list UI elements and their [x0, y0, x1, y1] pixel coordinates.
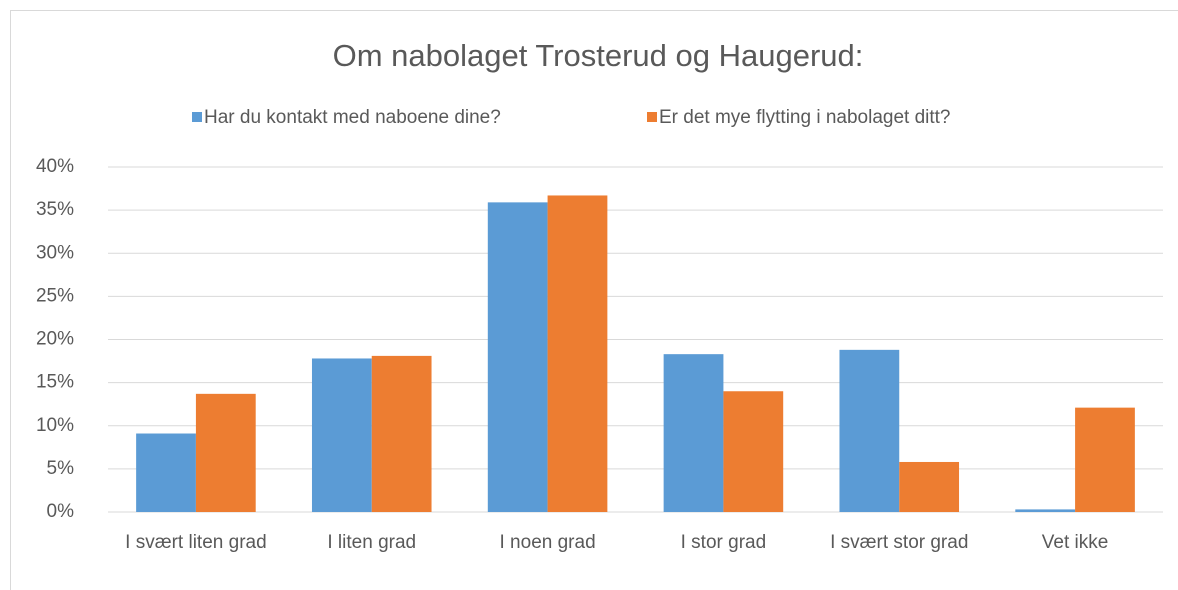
legend-label: Er det mye flytting i nabolaget ditt? — [659, 107, 951, 128]
y-tick-label: 15% — [36, 372, 74, 393]
x-tick-label: Vet ikke — [1041, 532, 1109, 553]
y-tick-label: 35% — [36, 199, 74, 220]
bar — [899, 461, 960, 512]
x-tick-label: I noen grad — [499, 532, 596, 553]
bar — [1075, 407, 1135, 512]
chart-border — [10, 10, 1178, 590]
legend-swatch — [192, 112, 202, 122]
bar — [839, 349, 900, 512]
y-tick-label: 0% — [47, 501, 75, 522]
y-tick-label: 10% — [36, 415, 74, 436]
chart-title: Om nabolaget Trosterud og Haugerud: — [333, 38, 864, 73]
bar — [1015, 509, 1076, 512]
x-tick-label: I svært stor grad — [830, 532, 969, 553]
bar — [136, 433, 196, 512]
bar — [311, 358, 372, 512]
bar — [547, 195, 608, 512]
x-tick-label: I liten grad — [327, 532, 417, 553]
bar — [663, 354, 724, 512]
y-tick-label: 30% — [36, 242, 74, 263]
x-tick-label: I stor grad — [680, 532, 767, 553]
bar — [487, 202, 548, 513]
bar — [195, 393, 256, 512]
bar — [371, 355, 432, 512]
x-tick-label: I svært liten grad — [125, 532, 267, 553]
y-tick-label: 20% — [36, 329, 74, 350]
bar — [723, 391, 784, 512]
y-tick-label: 25% — [36, 285, 74, 306]
legend-swatch — [647, 112, 657, 122]
legend-label: Har du kontakt med naboene dine? — [204, 107, 501, 128]
y-tick-label: 40% — [36, 156, 74, 177]
y-tick-label: 5% — [47, 458, 75, 479]
